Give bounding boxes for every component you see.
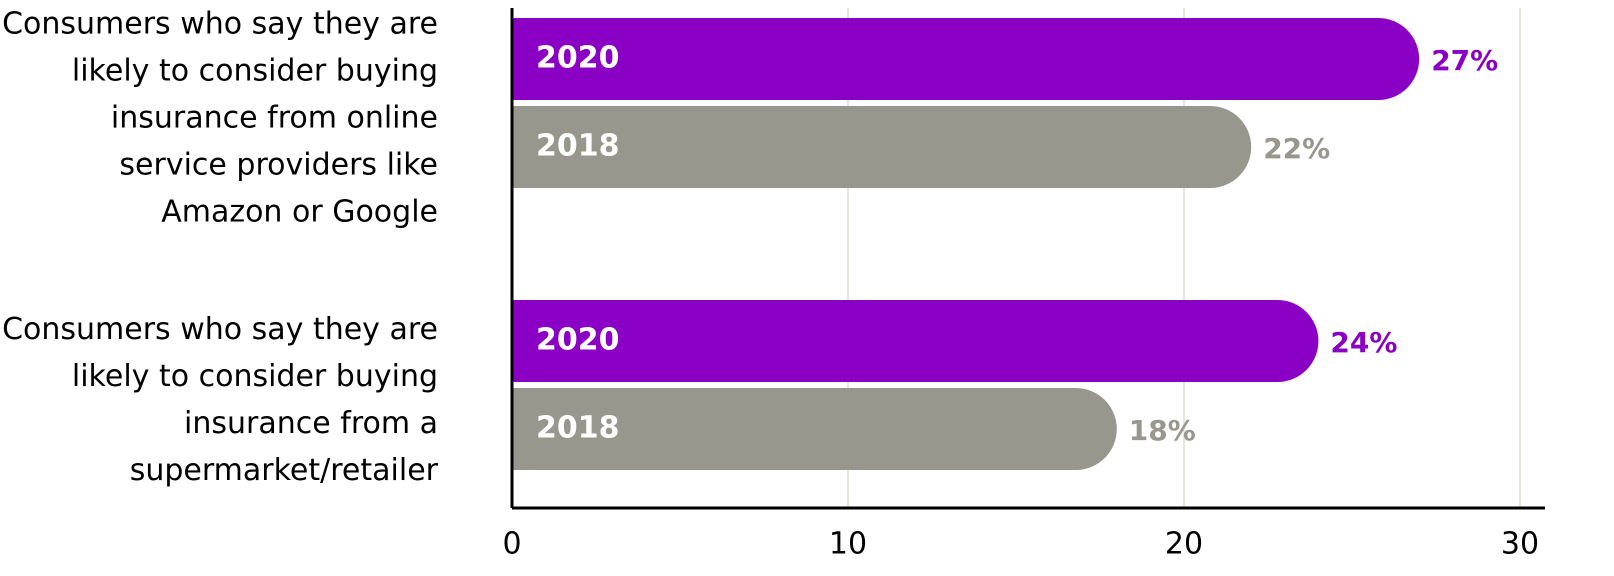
x-tick-label: 30 <box>1501 527 1539 562</box>
value-label: 22% <box>1263 132 1330 165</box>
value-label: 18% <box>1129 414 1196 447</box>
series-label: 2018 <box>536 129 620 164</box>
value-label: 24% <box>1330 326 1397 359</box>
x-tick-label: 10 <box>829 527 867 562</box>
x-tick-label: 20 <box>1165 527 1203 562</box>
x-tick-label: 0 <box>502 527 521 562</box>
bar <box>512 300 1319 382</box>
category-label: Consumers who say they are likely to con… <box>2 6 438 230</box>
value-label: 27% <box>1431 44 1498 77</box>
series-label: 2018 <box>536 411 620 446</box>
series-label: 2020 <box>536 41 620 76</box>
bar <box>512 18 1420 100</box>
category-label: Consumers who say they are likely to con… <box>2 312 438 488</box>
series-label: 2020 <box>536 323 620 358</box>
bar <box>512 388 1117 470</box>
bar <box>512 106 1252 188</box>
